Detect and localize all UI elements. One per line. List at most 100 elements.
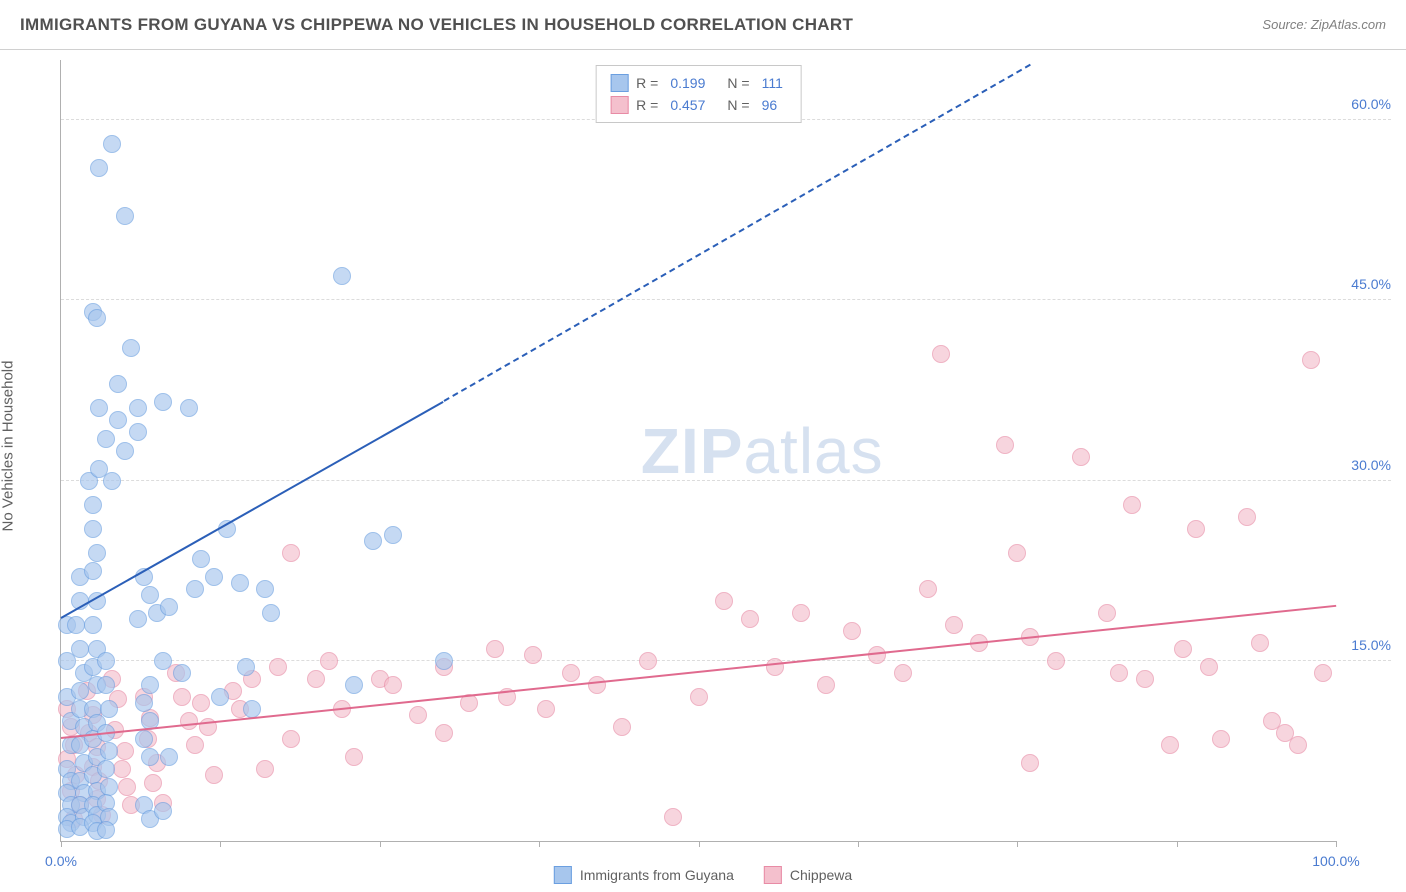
scatter-point-guyana	[243, 700, 261, 718]
scatter-point-chippewa	[1098, 604, 1116, 622]
scatter-point-guyana	[211, 688, 229, 706]
scatter-point-guyana	[160, 598, 178, 616]
r-label: R =	[636, 97, 658, 113]
plot-region: ZIPatlas R = 0.199 N = 111 R = 0.457 N =…	[60, 60, 1336, 842]
scatter-point-guyana	[135, 694, 153, 712]
scatter-point-guyana	[84, 616, 102, 634]
scatter-point-guyana	[109, 375, 127, 393]
trend-line-guyana	[61, 401, 444, 619]
gridline-h	[61, 660, 1391, 661]
legend-swatch-guyana	[554, 866, 572, 884]
legend-stats-box: R = 0.199 N = 111 R = 0.457 N = 96	[595, 65, 802, 123]
legend-label-chippewa: Chippewa	[790, 867, 852, 883]
n-label: N =	[727, 75, 749, 91]
scatter-point-chippewa	[843, 622, 861, 640]
guyana-r-value: 0.199	[670, 75, 705, 91]
scatter-point-guyana	[192, 550, 210, 568]
scatter-point-chippewa	[792, 604, 810, 622]
scatter-point-chippewa	[118, 778, 136, 796]
scatter-point-chippewa	[320, 652, 338, 670]
scatter-point-chippewa	[345, 748, 363, 766]
scatter-point-guyana	[129, 610, 147, 628]
scatter-point-chippewa	[817, 676, 835, 694]
scatter-point-guyana	[103, 472, 121, 490]
scatter-point-chippewa	[996, 436, 1014, 454]
scatter-point-guyana	[256, 580, 274, 598]
gridline-h	[61, 480, 1391, 481]
ytick-label: 60.0%	[1341, 96, 1391, 112]
scatter-point-guyana	[100, 700, 118, 718]
scatter-point-chippewa	[435, 724, 453, 742]
scatter-point-chippewa	[307, 670, 325, 688]
scatter-point-guyana	[97, 676, 115, 694]
scatter-point-chippewa	[766, 658, 784, 676]
scatter-point-chippewa	[932, 345, 950, 363]
scatter-point-chippewa	[384, 676, 402, 694]
scatter-point-chippewa	[1021, 754, 1039, 772]
watermark-bold: ZIP	[641, 415, 744, 487]
scatter-point-guyana	[122, 339, 140, 357]
ytick-label: 45.0%	[1341, 276, 1391, 292]
legend-swatch-chippewa	[764, 866, 782, 884]
scatter-point-chippewa	[919, 580, 937, 598]
legend-item-chippewa: Chippewa	[764, 866, 852, 884]
scatter-point-chippewa	[1187, 520, 1205, 538]
xtick	[1017, 841, 1018, 847]
xtick	[1177, 841, 1178, 847]
scatter-point-chippewa	[1110, 664, 1128, 682]
scatter-point-chippewa	[1008, 544, 1026, 562]
scatter-point-chippewa	[409, 706, 427, 724]
legend-label-guyana: Immigrants from Guyana	[580, 867, 734, 883]
scatter-point-chippewa	[256, 760, 274, 778]
scatter-point-guyana	[173, 664, 191, 682]
scatter-point-chippewa	[1072, 448, 1090, 466]
scatter-point-chippewa	[741, 610, 759, 628]
scatter-point-guyana	[84, 562, 102, 580]
scatter-point-chippewa	[282, 730, 300, 748]
scatter-point-chippewa	[1174, 640, 1192, 658]
chart-title: IMMIGRANTS FROM GUYANA VS CHIPPEWA NO VE…	[20, 15, 853, 35]
scatter-point-guyana	[97, 430, 115, 448]
xtick-label: 0.0%	[45, 853, 77, 869]
scatter-point-guyana	[364, 532, 382, 550]
legend-item-guyana: Immigrants from Guyana	[554, 866, 734, 884]
scatter-point-chippewa	[639, 652, 657, 670]
chippewa-r-value: 0.457	[670, 97, 705, 113]
scatter-point-guyana	[84, 496, 102, 514]
n-label: N =	[727, 97, 749, 113]
scatter-point-chippewa	[1136, 670, 1154, 688]
y-axis-label: No Vehicles in Household	[0, 361, 17, 532]
scatter-point-guyana	[88, 309, 106, 327]
scatter-point-guyana	[100, 742, 118, 760]
scatter-point-chippewa	[1123, 496, 1141, 514]
scatter-point-guyana	[231, 574, 249, 592]
scatter-point-chippewa	[186, 736, 204, 754]
scatter-point-guyana	[237, 658, 255, 676]
scatter-point-chippewa	[945, 616, 963, 634]
chart-area: ZIPatlas R = 0.199 N = 111 R = 0.457 N =…	[50, 50, 1396, 852]
scatter-point-chippewa	[588, 676, 606, 694]
scatter-point-guyana	[129, 399, 147, 417]
source-citation: Source: ZipAtlas.com	[1262, 17, 1386, 32]
scatter-point-guyana	[345, 676, 363, 694]
chart-header: IMMIGRANTS FROM GUYANA VS CHIPPEWA NO VE…	[0, 0, 1406, 50]
scatter-point-guyana	[186, 580, 204, 598]
scatter-point-chippewa	[144, 774, 162, 792]
legend-swatch-guyana	[610, 74, 628, 92]
scatter-point-chippewa	[1200, 658, 1218, 676]
legend-stats-chippewa: R = 0.457 N = 96	[610, 94, 787, 116]
scatter-point-chippewa	[537, 700, 555, 718]
scatter-point-chippewa	[486, 640, 504, 658]
legend-swatch-chippewa	[610, 96, 628, 114]
scatter-point-guyana	[97, 652, 115, 670]
scatter-point-guyana	[116, 207, 134, 225]
scatter-point-chippewa	[1238, 508, 1256, 526]
scatter-point-guyana	[141, 676, 159, 694]
scatter-point-guyana	[154, 652, 172, 670]
scatter-point-chippewa	[113, 760, 131, 778]
scatter-point-chippewa	[1047, 652, 1065, 670]
scatter-point-guyana	[67, 616, 85, 634]
ytick-label: 15.0%	[1341, 637, 1391, 653]
watermark-rest: atlas	[743, 415, 883, 487]
scatter-point-chippewa	[524, 646, 542, 664]
